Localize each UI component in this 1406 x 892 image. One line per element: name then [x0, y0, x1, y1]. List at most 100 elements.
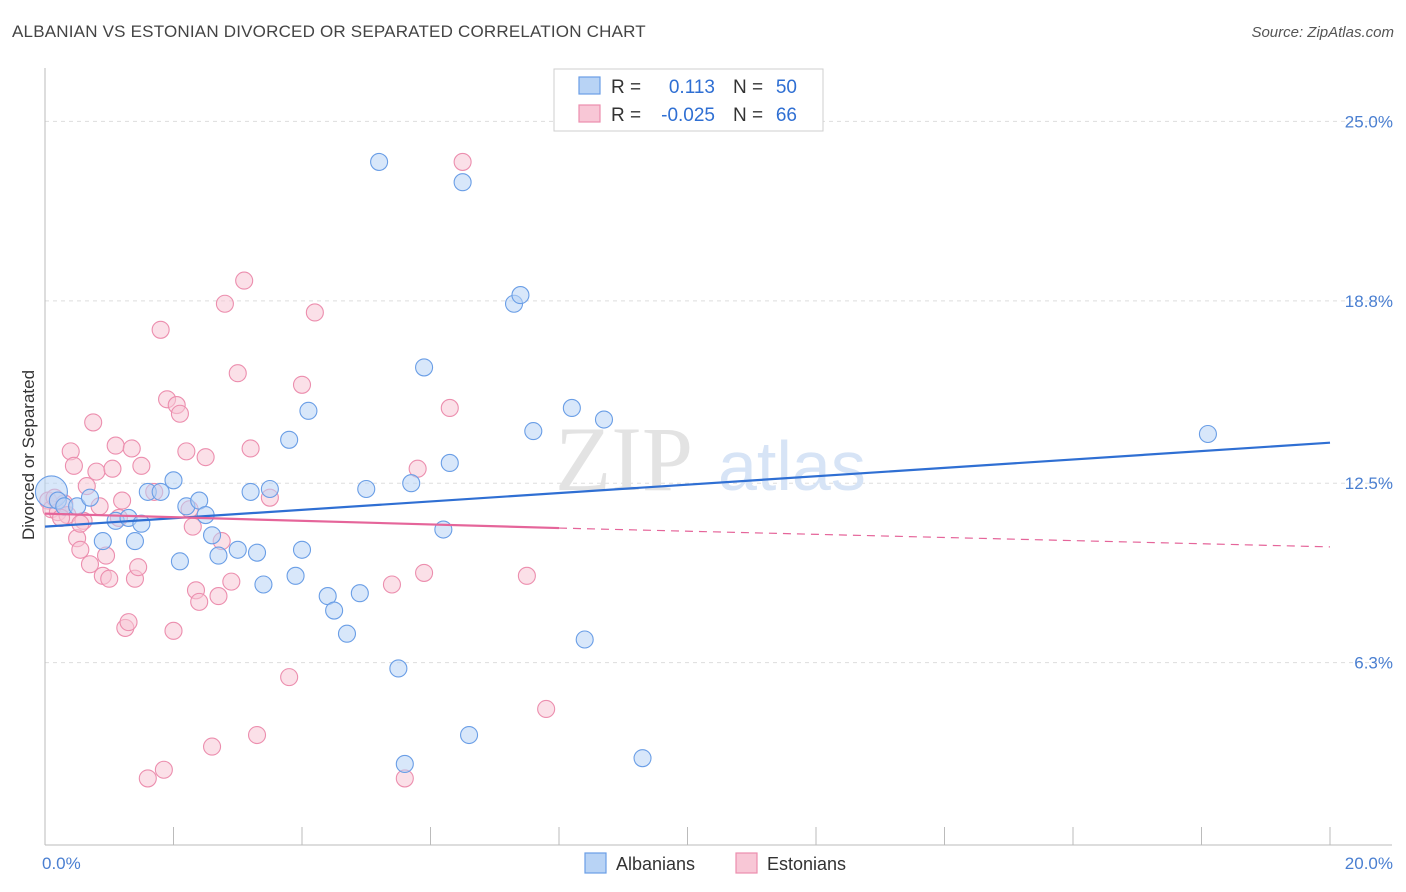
estonian-point-18 — [100, 569, 119, 588]
estonian-trend-line-extension — [558, 527, 1331, 548]
watermark-atlas: atlas — [718, 427, 866, 505]
albanian-point-47 — [594, 410, 614, 429]
x-tick-labels: 0.0% 20.0% — [42, 854, 1393, 873]
albanian-point-33 — [370, 152, 389, 171]
y-tick-label-2: 18.8% — [1345, 292, 1393, 311]
y-tick-label-3: 25.0% — [1345, 112, 1393, 131]
estonian-point-12 — [80, 555, 100, 574]
estonian-points — [39, 152, 556, 788]
estonian-point-49 — [247, 725, 267, 745]
albanian-point-11 — [151, 482, 170, 501]
legend-n-value-estonian: 66 — [776, 105, 797, 126]
estonian-point-61 — [537, 699, 556, 719]
albanian-point-41 — [459, 725, 479, 745]
estonian-point-20 — [113, 491, 132, 510]
albanian-point-44 — [524, 422, 543, 441]
watermark: ZIP atlas — [555, 408, 866, 510]
albanian-point-20 — [241, 482, 260, 501]
estonian-point-23 — [122, 439, 141, 458]
legend-stats-albanian-swatch — [578, 76, 601, 95]
albanian-point-21 — [247, 543, 267, 562]
x-tick-label-0: 0.0% — [42, 854, 81, 873]
albanian-point-18 — [209, 546, 228, 565]
legend-series: Albanians Estonians — [584, 852, 846, 874]
albanian-point-37 — [415, 358, 434, 377]
albanian-point-25 — [286, 566, 305, 585]
estonian-point-52 — [292, 375, 312, 394]
legend-n-label-albanian: N = — [733, 77, 763, 98]
estonian-point-42 — [209, 587, 228, 606]
estonian-trend-line — [44, 512, 560, 530]
estonian-point-25 — [129, 558, 148, 577]
legend-r-label-albanian: R = — [611, 77, 641, 98]
estonian-point-14 — [87, 462, 106, 481]
albanian-point-46 — [575, 630, 594, 649]
albanian-point-49 — [1198, 424, 1217, 444]
albanian-point-35 — [395, 754, 414, 774]
estonian-point-60 — [517, 566, 536, 585]
estonian-point-57 — [415, 563, 434, 582]
estonian-point-47 — [235, 271, 254, 290]
albanian-point-8 — [125, 532, 144, 551]
trend-lines — [44, 441, 1331, 548]
y-axis-label: Divorced or Separated — [19, 370, 38, 540]
albanian-point-27 — [299, 401, 318, 420]
y-tick-label-0: 6.3% — [1354, 654, 1393, 673]
estonian-point-40 — [196, 448, 215, 467]
legend-albanians-swatch — [584, 852, 607, 874]
estonian-point-34 — [170, 404, 189, 423]
estonian-point-13 — [84, 413, 103, 432]
estonian-point-30 — [154, 760, 173, 779]
y-tick-label-1: 12.5% — [1345, 474, 1393, 493]
legend-r-label-estonian: R = — [611, 105, 641, 126]
albanian-point-36 — [402, 474, 421, 493]
estonian-point-22 — [119, 613, 138, 632]
albanian-point-23 — [260, 479, 279, 499]
albanian-point-39 — [440, 453, 459, 472]
estonian-point-45 — [222, 572, 241, 591]
estonian-point-48 — [241, 439, 260, 458]
albanian-point-24 — [280, 430, 299, 449]
estonian-point-27 — [138, 769, 157, 788]
watermark-zip: ZIP — [555, 408, 693, 510]
legend-stats: R = 0.113 N = 50 R = -0.025 N = 66 — [553, 68, 824, 132]
albanian-point-29 — [325, 601, 344, 620]
estonian-point-32 — [164, 621, 183, 640]
legend-stats-estonian-swatch — [578, 104, 601, 123]
albanian-point-34 — [389, 659, 408, 678]
axes — [44, 68, 1392, 846]
legend-albanians-label: Albanians — [616, 854, 695, 874]
estonian-point-39 — [190, 592, 209, 611]
chart-title: ALBANIAN VS ESTONIAN DIVORCED OR SEPARAT… — [12, 22, 646, 41]
estonian-point-65 — [103, 459, 122, 478]
estonian-point-46 — [228, 364, 247, 383]
legend-r-value-estonian: -0.025 — [661, 105, 715, 126]
albanian-point-43 — [511, 286, 530, 305]
estonian-point-29 — [151, 320, 170, 339]
estonian-point-59 — [453, 152, 472, 171]
legend-estonians-label: Estonians — [767, 854, 846, 874]
estonian-point-53 — [305, 303, 324, 322]
albanian-point-45 — [562, 398, 581, 418]
albanian-point-17 — [203, 526, 222, 545]
estonian-point-26 — [132, 456, 151, 475]
x-tick-label-1: 20.0% — [1345, 854, 1393, 873]
albanian-point-12 — [164, 471, 183, 490]
y-tick-labels: 6.3% 12.5% 18.8% 25.0% — [1345, 112, 1393, 672]
estonian-point-41 — [203, 737, 222, 756]
estonian-point-35 — [177, 442, 196, 461]
legend-estonians-swatch — [735, 852, 758, 874]
albanian-point-22 — [254, 575, 273, 594]
estonian-point-51 — [280, 668, 299, 687]
albanian-point-13 — [170, 552, 189, 571]
estonian-point-7 — [64, 456, 83, 475]
estonian-point-54 — [382, 575, 402, 594]
estonian-point-9 — [71, 540, 90, 559]
albanian-point-19 — [228, 540, 247, 559]
legend-r-value-albanian: 0.113 — [669, 77, 715, 98]
albanian-point-5 — [93, 532, 112, 551]
estonian-point-44 — [215, 294, 234, 313]
albanian-point-40 — [453, 173, 472, 192]
grid-lines — [45, 120, 1392, 664]
